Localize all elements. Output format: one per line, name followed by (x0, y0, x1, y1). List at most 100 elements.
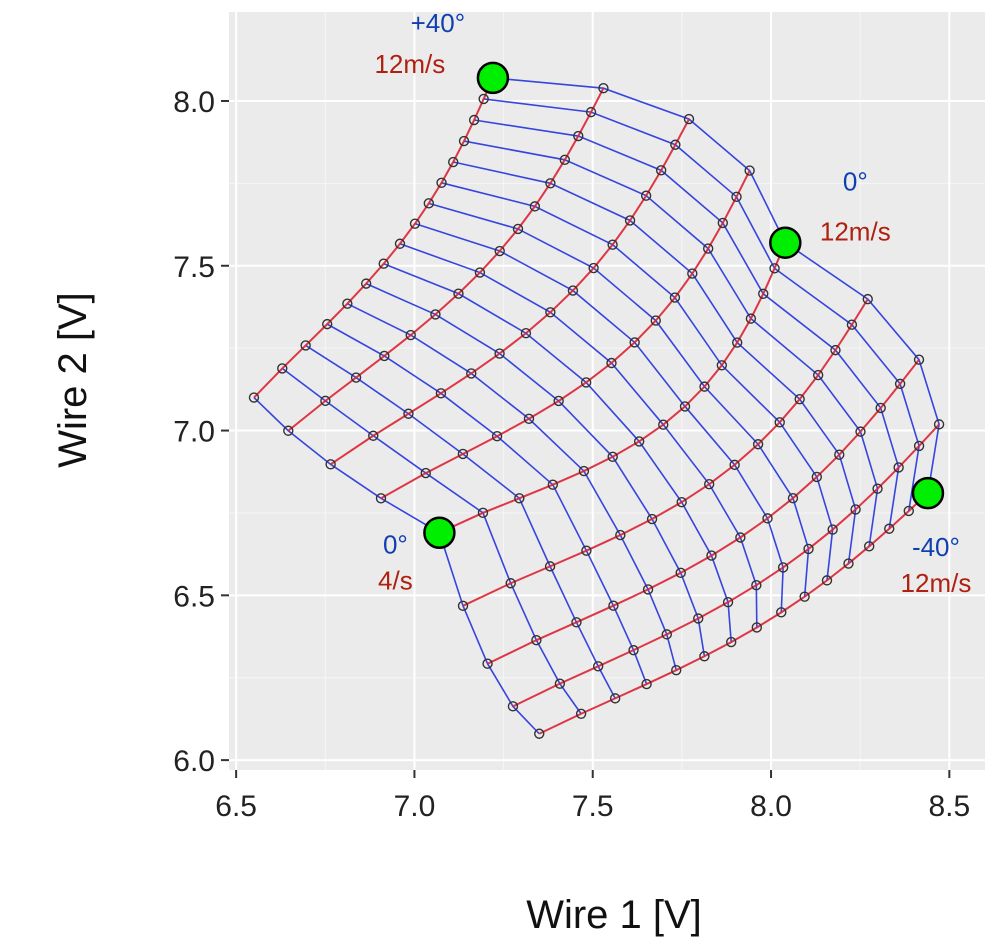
calibration-point (846, 319, 858, 330)
calibration-point (457, 448, 469, 460)
constant-speed-line (287, 87, 605, 432)
calibration-point (409, 218, 421, 229)
calibration-point (457, 600, 469, 612)
calibration-point (478, 93, 489, 105)
calibration-point (769, 263, 780, 274)
calibration-point (862, 293, 873, 305)
calibration-point (477, 507, 489, 519)
calibration-point (573, 130, 584, 142)
calibration-point (482, 658, 493, 669)
calibration-point (505, 578, 516, 589)
calibration-point (717, 217, 729, 229)
angle-annotation: 0° (843, 167, 868, 197)
calibration-point (641, 678, 652, 690)
calibration-point (468, 114, 480, 126)
calibration-point (588, 262, 599, 274)
calibration-point (520, 328, 532, 339)
constant-speed-line (438, 242, 787, 534)
calibration-point (671, 664, 682, 676)
calibration-point (933, 419, 945, 430)
calibration-point (494, 245, 505, 257)
calibration-point (608, 600, 619, 611)
calibration-point (903, 505, 914, 517)
calibration-point (585, 106, 597, 118)
calibration-point (466, 368, 477, 379)
y-tick-label: 6.5 (173, 580, 215, 613)
calibration-point (640, 190, 652, 201)
calibration-point (592, 661, 604, 672)
highlighted-points (423, 61, 945, 549)
x-axis-title: Wire 1 [V] (526, 893, 702, 937)
calibration-point (827, 524, 838, 535)
calibration-point (322, 318, 333, 330)
calibration-point (554, 678, 566, 689)
calibration-point (731, 337, 743, 348)
calibration-point (606, 357, 617, 369)
calibration-point (787, 492, 799, 504)
calibration-point (913, 440, 925, 452)
calibration-point (559, 154, 570, 166)
calibration-point (834, 449, 845, 460)
x-tick-label: 6.5 (215, 790, 257, 823)
plot-panel (229, 12, 985, 770)
highlight-point (476, 61, 510, 95)
calibration-point (545, 178, 556, 189)
calibration-point (687, 268, 698, 279)
calibration-point (514, 493, 525, 504)
calibration-point (544, 561, 556, 572)
calibration-point (811, 471, 823, 483)
calibration-point (458, 135, 470, 147)
x-tick-label: 7.5 (572, 790, 614, 823)
calibration-point (436, 177, 447, 188)
calibration-point (731, 191, 742, 203)
calibration-point (703, 478, 715, 490)
calibration-point (494, 348, 505, 359)
calibration-point (702, 243, 714, 254)
calibration-point (850, 504, 861, 515)
speed-annotation: 12m/s (901, 568, 972, 598)
x-tick-label: 8.5 (928, 790, 970, 823)
calibration-point (661, 629, 672, 640)
calibration-point (729, 459, 740, 471)
speed-annotation: 12m/s (820, 217, 891, 247)
calibration-point (405, 329, 416, 341)
calibration-point (607, 451, 618, 462)
calibration-point (699, 381, 710, 392)
annotations: +40° 12m/s 0° 12m/s 0° 4/s -40° 12m/s (374, 8, 971, 598)
calibration-point (655, 165, 667, 176)
calibration-point (693, 613, 704, 624)
constant-speed-line (512, 423, 940, 708)
constant-speed-line (538, 492, 929, 735)
calibration-point (799, 591, 810, 602)
calibration-point (650, 315, 661, 326)
calibration-point (803, 543, 814, 555)
calibration-point (368, 430, 379, 441)
calibration-point (375, 493, 387, 504)
y-tick-label: 7.0 (173, 416, 215, 449)
calibration-point (571, 617, 582, 628)
calibration-point (325, 459, 336, 470)
constant-speed-lines (253, 77, 940, 735)
constant-speed-line (330, 118, 690, 466)
grid-major (229, 12, 985, 770)
calibration-point (894, 378, 906, 390)
calibration-point (758, 288, 769, 299)
calibration-point (675, 567, 686, 579)
calibration-point (507, 701, 519, 712)
calibration-point (423, 198, 435, 209)
calibration-point (581, 545, 592, 556)
x-tick-label: 7.0 (394, 790, 436, 823)
calibration-point (774, 417, 785, 428)
calibration-point (642, 584, 654, 595)
calibration-point (745, 313, 757, 324)
calibration-point (821, 575, 833, 586)
y-tick-label: 7.5 (173, 251, 215, 284)
calibration-point (679, 401, 691, 412)
calibration-point (534, 728, 545, 739)
calibration-point (575, 708, 587, 719)
calibration-point (777, 562, 789, 573)
calibration-point (607, 239, 618, 250)
constant-speed-line (380, 170, 751, 500)
y-axis-title: Wire 2 [V] (51, 292, 95, 468)
